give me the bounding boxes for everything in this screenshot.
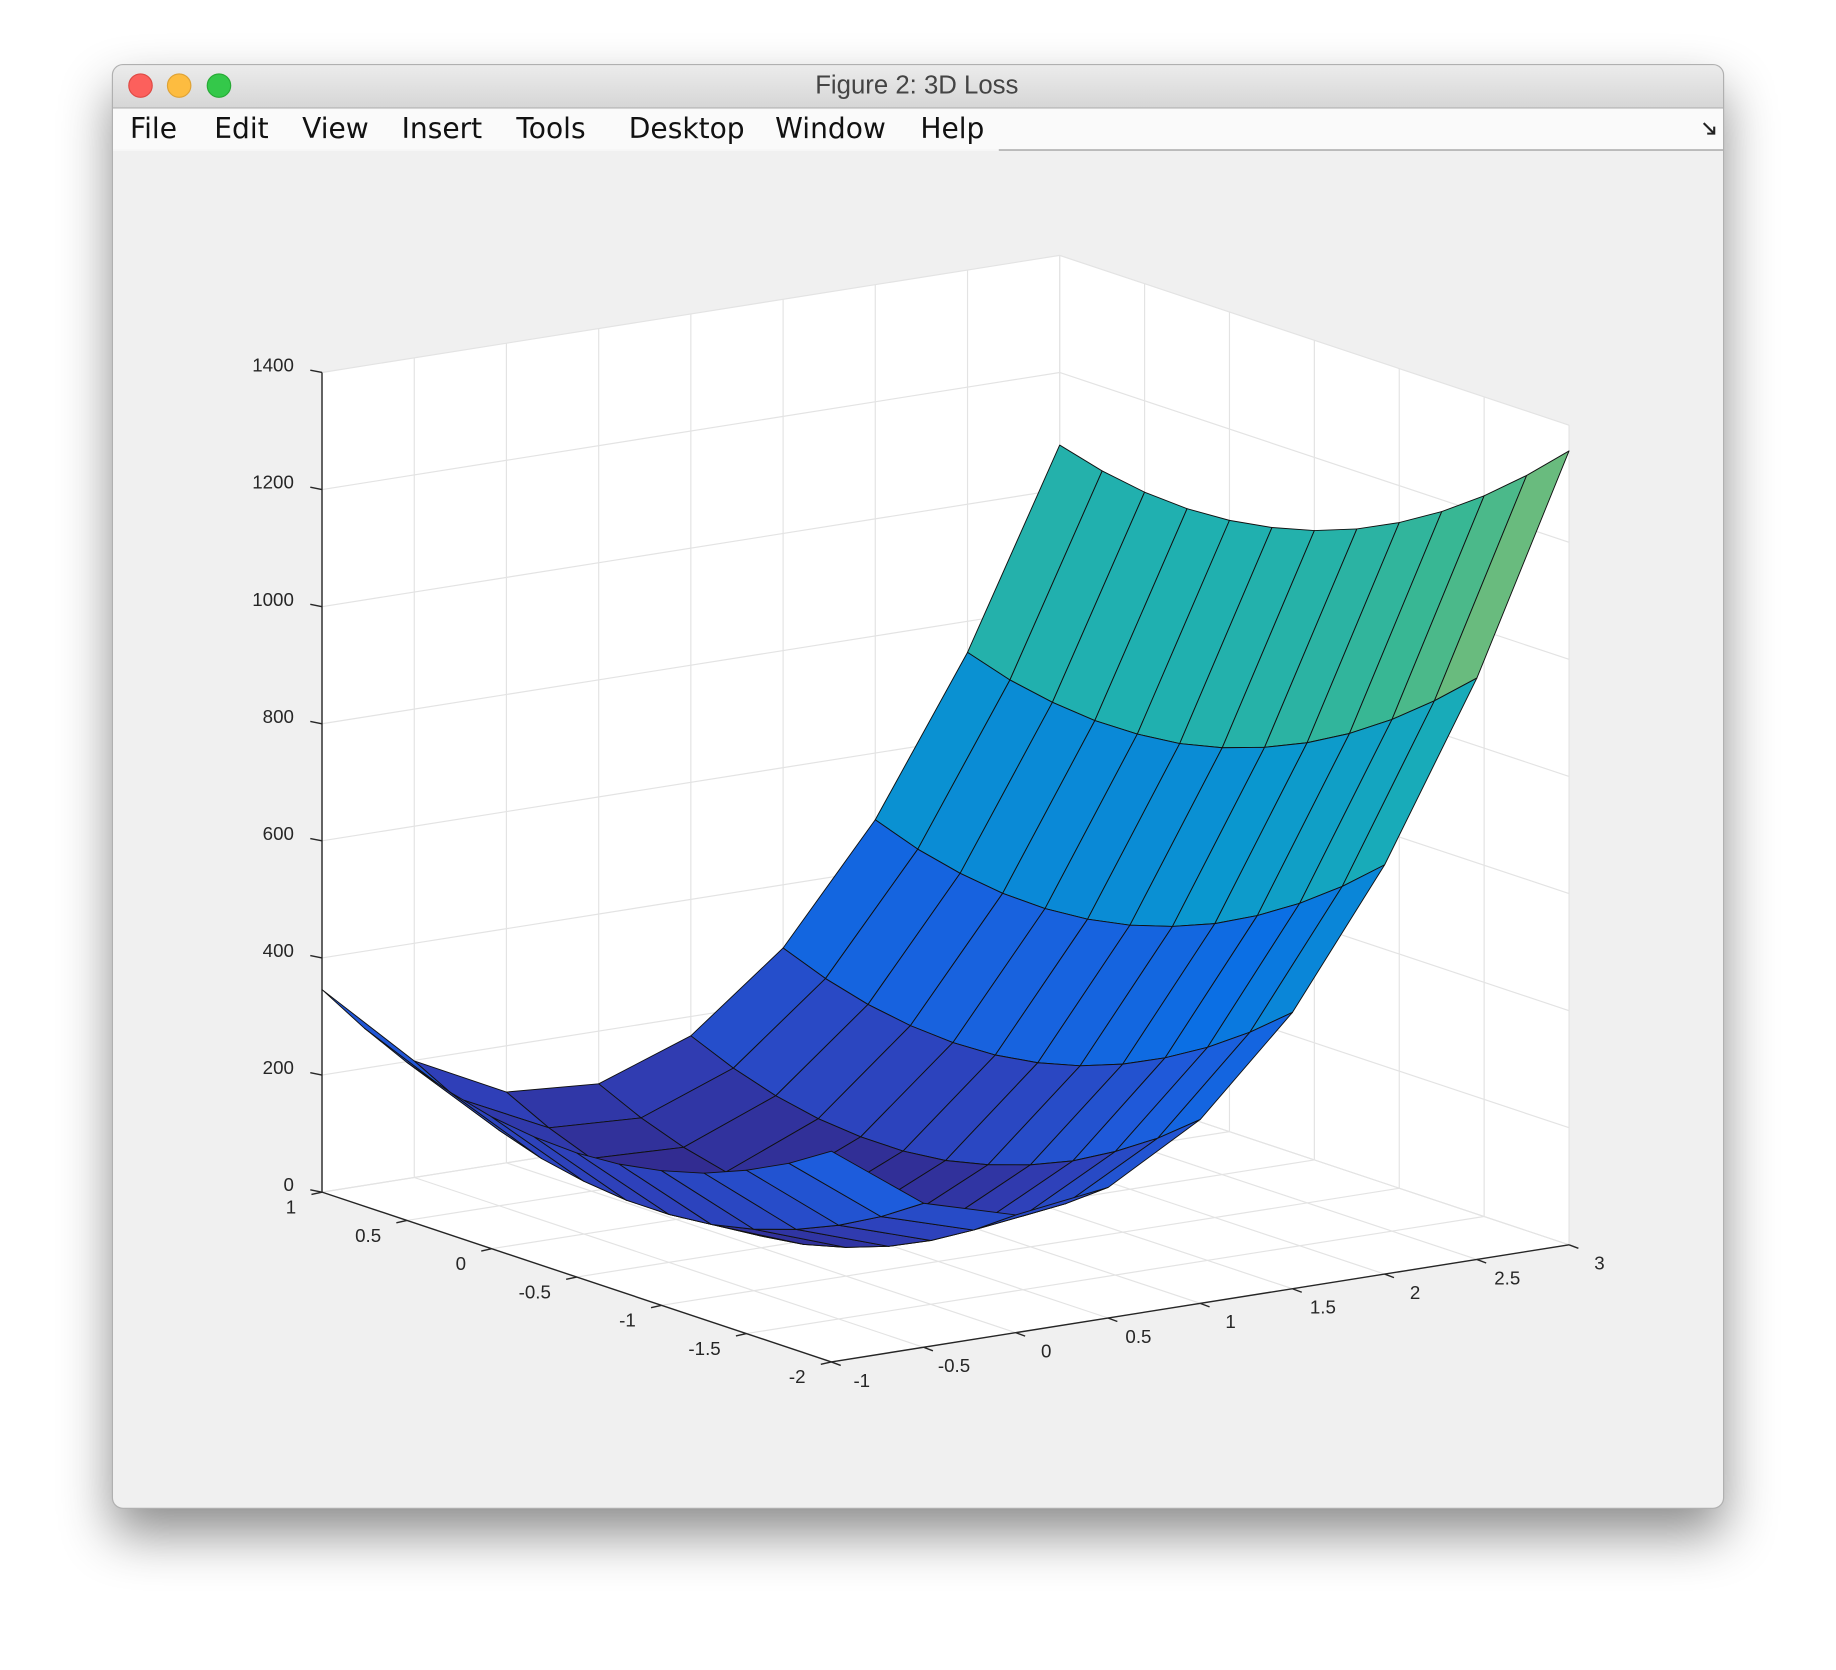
z-tick-label: 400 <box>263 940 294 961</box>
y-tick <box>735 1332 747 1337</box>
window-title: Figure 2: 3D Loss <box>815 72 1018 100</box>
menu: File Edit View Insert Tools Desktop Window Help <box>130 112 984 145</box>
x-tick-label: 3 <box>1594 1253 1604 1274</box>
menu-item[interactable]: File <box>130 112 177 145</box>
z-tick-label: 600 <box>263 823 294 844</box>
z-tick <box>310 1072 323 1076</box>
grid-line <box>321 254 1570 426</box>
menu-item[interactable]: Help <box>920 112 984 145</box>
x-tick <box>923 1346 934 1352</box>
axes: -1-0.500.511.522.53-2-1.5-1-0.500.510200… <box>252 254 1605 1391</box>
x-tick-label: -1 <box>853 1370 870 1391</box>
x-tick <box>1476 1258 1487 1264</box>
menu-item[interactable]: View <box>302 112 369 145</box>
z-tick-label: 0 <box>283 1174 293 1195</box>
menu-item[interactable]: Tools <box>515 112 585 145</box>
x-tick-label: 0.5 <box>1125 1326 1151 1347</box>
close-button[interactable] <box>128 73 153 98</box>
y-tick-label: 0.5 <box>355 1225 381 1246</box>
x-tick <box>1199 1302 1210 1308</box>
x-tick <box>831 1361 841 1367</box>
x-tick <box>1568 1244 1579 1249</box>
z-tick-label: 1200 <box>252 472 294 493</box>
x-tick-label: 2.5 <box>1494 1267 1520 1288</box>
y-tick <box>311 1191 323 1196</box>
x-tick-label: 2 <box>1410 1282 1420 1303</box>
menu-item[interactable]: Desktop <box>629 112 745 145</box>
y-tick-label: -0.5 <box>519 1281 551 1302</box>
y-tick <box>650 1304 662 1309</box>
menu-bar <box>112 109 1724 151</box>
window-content <box>112 64 1724 151</box>
grid-line <box>321 371 1570 543</box>
dock-arrow[interactable] <box>1702 122 1716 135</box>
x-tick <box>1015 1331 1026 1337</box>
y-tick-label: 1 <box>286 1196 296 1217</box>
x-tick-label: 1 <box>1225 1311 1235 1332</box>
z-tick-label: 200 <box>263 1057 294 1078</box>
y-tick <box>820 1361 832 1365</box>
z-tick <box>310 837 323 842</box>
menu-item[interactable]: Window <box>775 112 886 145</box>
menu-item[interactable]: Edit <box>214 112 268 145</box>
x-tick <box>1384 1273 1395 1279</box>
y-tick <box>396 1219 408 1224</box>
z-tick <box>310 486 323 491</box>
y-tick-label: -2 <box>789 1366 806 1387</box>
z-tick-label: 800 <box>263 706 294 727</box>
x-tick-label: -0.5 <box>938 1355 970 1376</box>
y-tick <box>565 1276 577 1281</box>
y-tick-label: 0 <box>456 1253 466 1274</box>
x-tick-label: 1.5 <box>1310 1297 1336 1318</box>
z-tick <box>310 720 323 725</box>
y-tick <box>481 1248 492 1252</box>
surface-face <box>788 1150 925 1218</box>
x-tick <box>1107 1317 1118 1323</box>
z-tick <box>310 954 323 959</box>
y-tick-label: -1.5 <box>688 1338 720 1359</box>
x-tick <box>1292 1288 1303 1293</box>
window-border <box>111 63 1725 1509</box>
z-tick <box>310 603 323 608</box>
z-tick-label: 1400 <box>252 355 294 376</box>
z-tick-label: 1000 <box>252 589 294 610</box>
x-tick-label: 0 <box>1041 1340 1051 1361</box>
z-tick <box>310 369 323 374</box>
minimize-button[interactable] <box>166 73 192 98</box>
title-bar <box>112 64 1724 108</box>
z-tick <box>310 1189 323 1193</box>
y-tick-label: -1 <box>619 1310 636 1331</box>
menu-item[interactable]: Insert <box>402 112 483 145</box>
zoom-button[interactable] <box>206 73 232 98</box>
